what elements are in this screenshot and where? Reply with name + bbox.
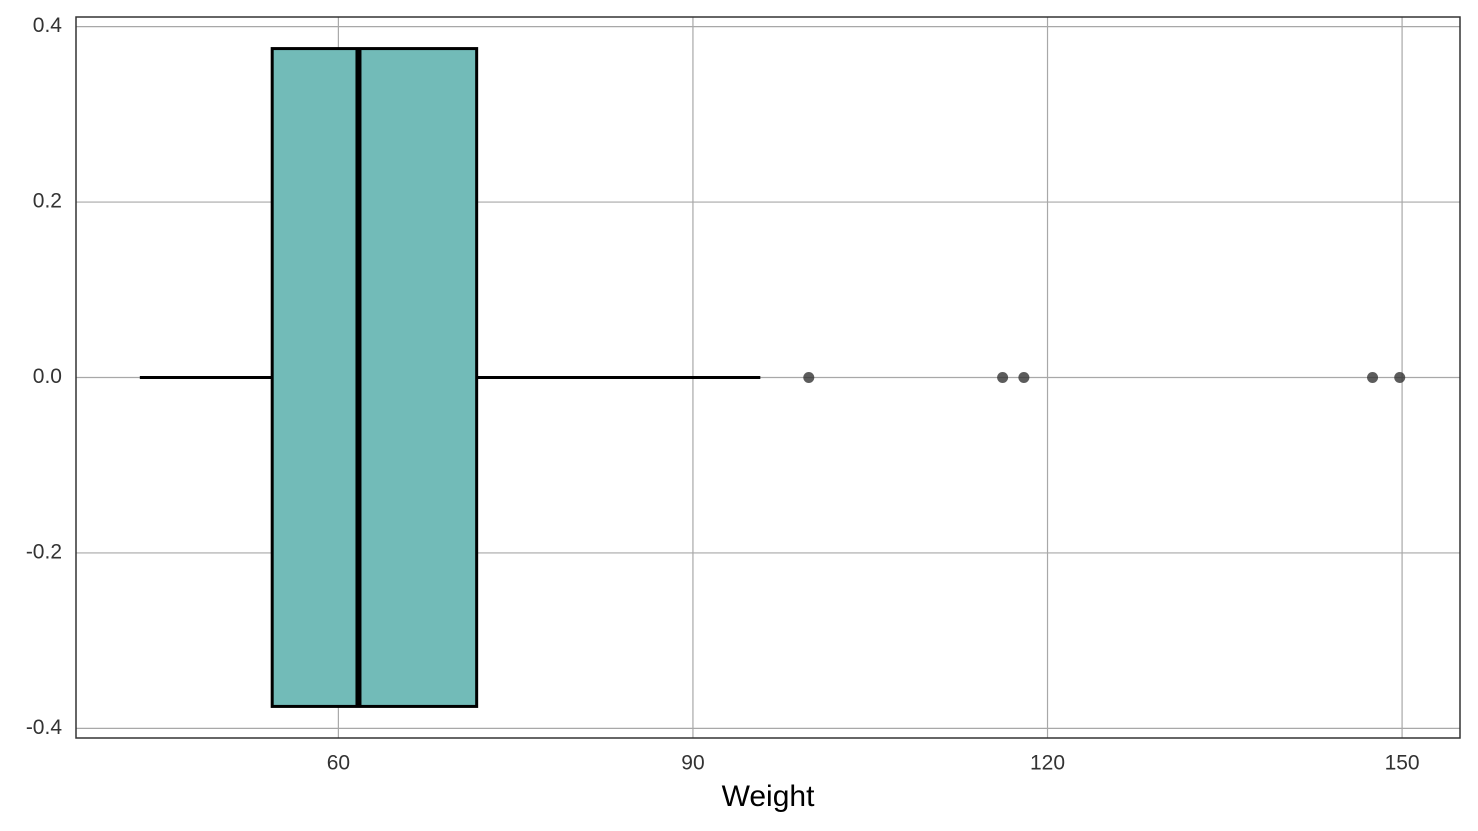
x-axis-title: Weight xyxy=(722,780,815,813)
y-tick-label: 0.0 xyxy=(33,365,62,388)
outlier xyxy=(1018,372,1030,383)
outlier xyxy=(997,372,1009,383)
outlier xyxy=(803,372,815,383)
y-tick-label: 0.2 xyxy=(33,190,62,213)
x-tick-label: 150 xyxy=(1385,752,1420,775)
y-tick-label: 0.4 xyxy=(33,14,63,37)
x-tick-label: 90 xyxy=(681,752,704,775)
plot-border xyxy=(75,16,1461,739)
y-tick-label: -0.2 xyxy=(26,540,62,563)
box xyxy=(270,47,479,708)
y-tick-label: -0.4 xyxy=(26,716,63,739)
outlier xyxy=(1367,372,1379,383)
x-tick-label: 60 xyxy=(327,752,350,775)
x-tick-label: 120 xyxy=(1030,752,1065,775)
outlier xyxy=(1394,372,1406,383)
